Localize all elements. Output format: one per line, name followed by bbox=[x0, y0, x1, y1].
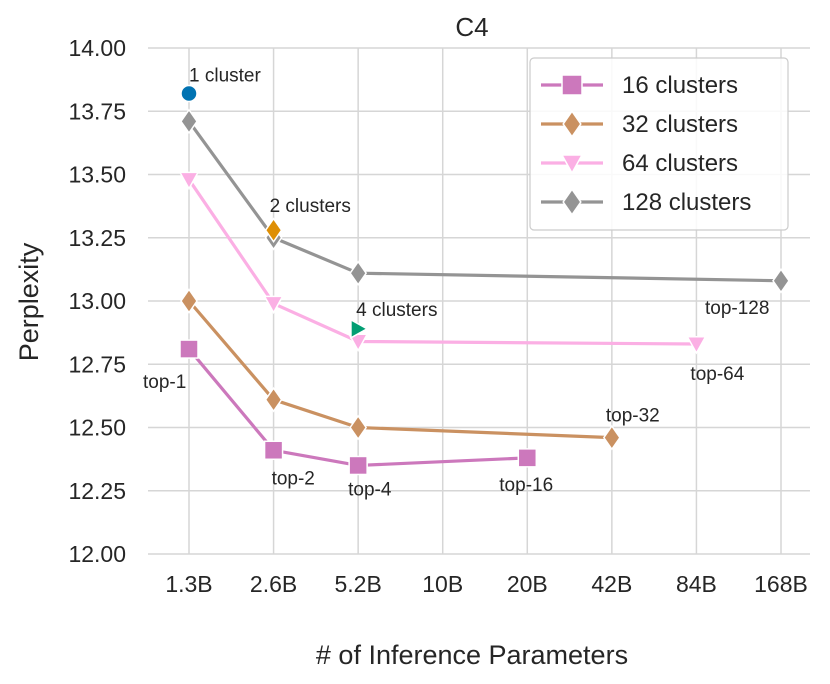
series-marker bbox=[264, 386, 283, 413]
x-tick-label: 84B bbox=[676, 571, 717, 597]
series-marker bbox=[772, 267, 790, 294]
legend-swatch-marker bbox=[562, 188, 582, 216]
point-annotation: 1 cluster bbox=[189, 66, 261, 87]
point-annotation: top-128 bbox=[705, 298, 769, 319]
single-point-marker bbox=[350, 318, 369, 340]
point-annotation: 4 clusters bbox=[356, 300, 437, 321]
single-point-marker bbox=[264, 217, 283, 243]
y-tick-label: 13.00 bbox=[68, 288, 126, 314]
x-tick-label: 1.3B bbox=[165, 571, 212, 597]
y-tick-label: 12.75 bbox=[68, 351, 126, 377]
y-tick-labels: 12.00 12.25 12.50 12.75 13.00 13.25 13.50 13.75… bbox=[68, 35, 126, 567]
legend-entry: 128 clusters bbox=[622, 189, 751, 216]
series-marker bbox=[178, 171, 200, 191]
series-marker bbox=[263, 295, 284, 315]
legend: 16 clusters 32 clusters 64 clusters 128 clu… bbox=[529, 57, 789, 231]
series-marker bbox=[349, 260, 368, 286]
series-lines bbox=[187, 120, 782, 468]
legend-swatch-marker bbox=[562, 110, 582, 138]
single-points bbox=[180, 84, 369, 340]
y-tick-label: 13.25 bbox=[68, 225, 126, 251]
series-marker bbox=[179, 339, 199, 359]
annotations: top-1 top-2 top-4 top-16 top-32 top-64 top-128… bbox=[143, 66, 769, 501]
legend-entry: 64 clusters bbox=[622, 150, 738, 177]
point-annotation: top-1 bbox=[143, 372, 186, 393]
x-axis-label: # of Inference Parameters bbox=[316, 640, 628, 670]
point-annotation: top-4 bbox=[348, 479, 392, 500]
series-line bbox=[187, 178, 697, 346]
x-tick-labels: 1.3B 2.6B 5.2B 10B 20B 42B 84B 168B bbox=[165, 571, 808, 597]
series-line bbox=[187, 299, 612, 440]
y-tick-label: 14.00 bbox=[68, 35, 126, 61]
point-annotation: top-32 bbox=[606, 406, 660, 427]
series-marker bbox=[349, 414, 368, 441]
y-tick-label: 13.75 bbox=[68, 98, 126, 124]
x-tick-label: 2.6B bbox=[250, 571, 297, 597]
y-tick-label: 13.50 bbox=[68, 162, 126, 188]
series-marker bbox=[602, 424, 621, 451]
series-marker bbox=[517, 448, 538, 468]
series-marker bbox=[686, 336, 707, 355]
series-markers bbox=[178, 108, 790, 476]
y-tick-label: 12.50 bbox=[68, 415, 126, 441]
series-marker bbox=[180, 288, 198, 314]
series-line bbox=[187, 120, 782, 283]
y-axis-label: Perplexity bbox=[14, 242, 44, 361]
series-line bbox=[187, 348, 528, 468]
legend-entry: 16 clusters bbox=[622, 72, 738, 99]
x-tick-label: 168B bbox=[754, 571, 808, 597]
series-marker bbox=[348, 455, 368, 476]
legend-swatch-marker bbox=[560, 154, 584, 175]
chart-title: C4 bbox=[455, 12, 488, 42]
grid bbox=[148, 47, 810, 555]
legend-frame bbox=[529, 57, 789, 231]
point-annotation: top-64 bbox=[690, 364, 744, 385]
y-tick-label: 12.25 bbox=[68, 478, 126, 504]
series-marker bbox=[263, 440, 284, 461]
y-tick-label: 12.00 bbox=[68, 541, 126, 567]
series-marker bbox=[180, 108, 198, 135]
legend-entry: 32 clusters bbox=[622, 111, 738, 138]
x-tick-label: 10B bbox=[422, 571, 463, 597]
x-tick-label: 42B bbox=[591, 571, 632, 597]
x-tick-label: 20B bbox=[507, 571, 548, 597]
point-annotation: top-16 bbox=[499, 475, 553, 496]
point-annotation: top-2 bbox=[272, 468, 315, 489]
single-point-marker bbox=[180, 84, 198, 103]
x-tick-label: 5.2B bbox=[334, 571, 381, 597]
point-annotation: 2 clusters bbox=[270, 196, 351, 217]
legend-swatch-marker bbox=[561, 74, 583, 96]
